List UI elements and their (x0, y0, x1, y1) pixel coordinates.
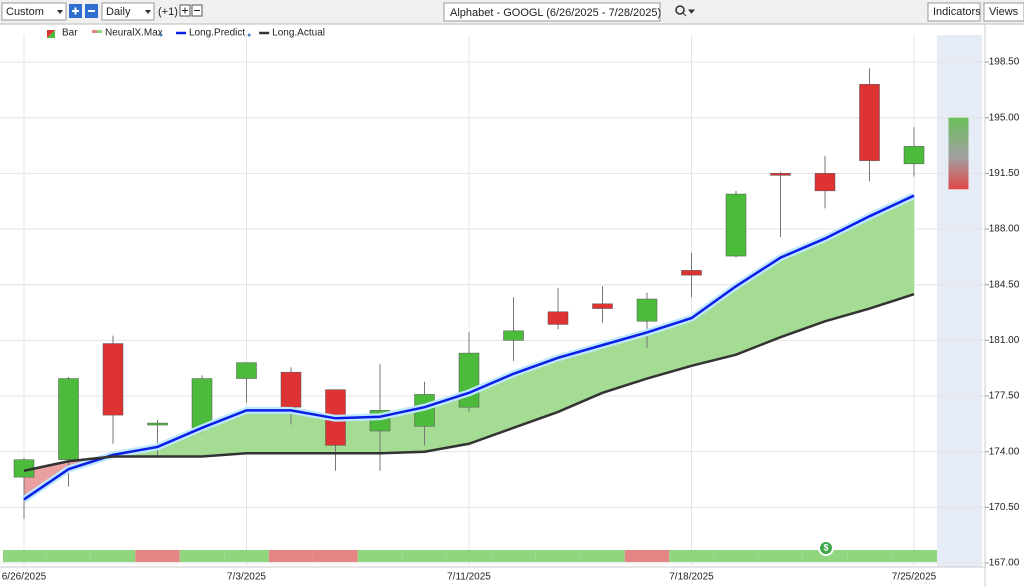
y-tick-label: 195.00 (989, 112, 1020, 123)
legend-icon (92, 30, 97, 33)
signal-segment (90, 550, 136, 562)
signal-segment (669, 550, 714, 562)
marks (13, 68, 969, 519)
series-line (23, 194, 915, 501)
legend-icon (47, 30, 55, 38)
legend-label: Bar (62, 28, 78, 39)
interval-select[interactable] (101, 2, 155, 21)
candle-body (859, 84, 880, 161)
candle-body (58, 378, 79, 460)
period-select[interactable] (1, 2, 67, 21)
candle-body (547, 311, 569, 325)
legend-dot (247, 33, 251, 37)
signal-segment (891, 550, 937, 562)
chart-title: Alphabet - GOOGL (6/26/2025 - 7/28/2025) (450, 7, 661, 19)
candle-body (102, 343, 124, 416)
candle-body (236, 362, 257, 379)
signal-segment (535, 550, 581, 562)
y-tick-label: 170.50 (989, 502, 1020, 513)
signal-segment (46, 550, 91, 562)
legend-icon (97, 30, 102, 33)
legend-label: NeuralX.Max (105, 28, 163, 39)
symbol-box[interactable] (443, 2, 661, 22)
indicators-text: Indicators (933, 6, 981, 18)
views-text: Views (989, 6, 1019, 18)
signal-segment (3, 550, 47, 562)
signal-segment (224, 550, 269, 562)
signal-segment (847, 550, 892, 562)
spread-fill (246, 410, 292, 454)
candle-body (147, 422, 168, 426)
signal-segment (758, 550, 803, 562)
legend-label: Long.Predict (189, 28, 245, 39)
plus-icon (72, 7, 79, 15)
signal-segment (268, 550, 314, 562)
legend-dot (159, 33, 163, 37)
signal-segment (313, 550, 358, 562)
y-tick-label: 177.50 (989, 391, 1020, 402)
candle-body (814, 173, 836, 192)
area-fills (3, 195, 937, 562)
candle-body (503, 330, 524, 341)
candle-body (903, 146, 925, 165)
y-tick-label: 184.50 (989, 279, 1020, 290)
x-tick-label: 7/18/2025 (669, 572, 714, 583)
candle-body (280, 371, 302, 408)
series-line (23, 293, 915, 473)
y-tick-label: 181.00 (989, 335, 1020, 346)
candle-body (725, 193, 747, 257)
candle-body (191, 378, 213, 429)
y-tick-label: 167.00 (989, 558, 1020, 569)
period-text: Custom (6, 6, 44, 18)
y-tick-label: 188.00 (989, 224, 1020, 235)
signal-segment (580, 550, 625, 562)
legend-label: Long.Actual (272, 28, 325, 39)
signal-segment (624, 550, 670, 562)
dollar-glyph: $ (823, 542, 828, 552)
dropdown-arrow (57, 10, 63, 14)
signal-segment (446, 550, 492, 562)
signal-segment (179, 550, 225, 562)
y-tick-label: 174.00 (989, 446, 1020, 457)
interval-text: Daily (106, 6, 131, 18)
indicators-button[interactable] (927, 2, 981, 22)
signal-segment (402, 550, 447, 562)
signal-segment (802, 550, 848, 562)
forecast-zone (937, 35, 982, 567)
dollar-icon[interactable] (818, 540, 834, 556)
legend: Bar NeuralX.Max Long.Predict Long.Actual (47, 28, 325, 39)
y-tick-label: 191.50 (989, 168, 1020, 179)
dropdown-arrow (145, 10, 151, 14)
search-icon[interactable] (675, 5, 685, 15)
signal-segment (135, 550, 180, 562)
signal-segment (491, 550, 536, 562)
forecast-candle (948, 117, 969, 190)
x-tick-label: 6/26/2025 (2, 572, 47, 583)
signal-segment (713, 550, 759, 562)
x-tick-label: 7/11/2025 (447, 572, 491, 583)
plus-icon (182, 7, 188, 14)
candle-body (681, 270, 702, 276)
offset-text: (+1) (158, 6, 178, 18)
candle-body (770, 173, 791, 176)
x-tick-label: 7/25/2025 (892, 572, 937, 583)
search-icon-handle (682, 9, 696, 17)
candle-body (592, 303, 613, 309)
signal-segment (357, 550, 403, 562)
y-tick-label: 198.50 (989, 57, 1020, 68)
views-button[interactable] (983, 2, 1024, 22)
candle-body (636, 298, 658, 322)
candle-body (458, 352, 480, 408)
x-tick-label: 7/3/2025 (227, 572, 266, 583)
